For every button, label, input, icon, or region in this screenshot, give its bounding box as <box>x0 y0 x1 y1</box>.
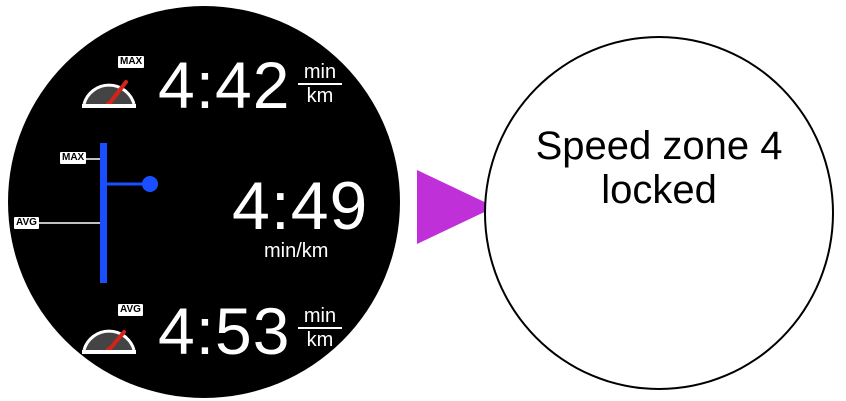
current-pace-unit: min/km <box>264 240 329 262</box>
max-badge: MAX <box>118 56 145 68</box>
bar-max-label: MAX <box>60 152 87 164</box>
avg-pace-unit: min km <box>298 306 342 350</box>
message-line-2: locked <box>601 168 717 212</box>
unit-km: km <box>306 85 334 107</box>
max-pace-unit: min km <box>298 62 342 106</box>
message-screen: Speed zone 4 locked <box>484 36 834 390</box>
play-arrow-icon <box>415 168 497 251</box>
watch-face: MAX 4:42 min km MAX AVG 4:49 min/km AVG … <box>8 6 400 398</box>
zone-lock-message: Speed zone 4 locked <box>486 124 832 212</box>
message-line-1: Speed zone 4 <box>535 124 783 168</box>
avg-badge: AVG <box>118 304 143 316</box>
avg-pace-value: 4:53 <box>158 294 291 368</box>
unit-min: min <box>298 62 342 85</box>
bar-avg-label: AVG <box>14 217 39 229</box>
max-pace-value: 4:42 <box>158 48 291 122</box>
current-pace-value: 4:49 <box>232 168 369 244</box>
speedometer-icon <box>78 56 140 112</box>
unit-min: min <box>298 306 342 329</box>
unit-km: km <box>306 329 334 351</box>
speedometer-icon <box>78 302 140 358</box>
